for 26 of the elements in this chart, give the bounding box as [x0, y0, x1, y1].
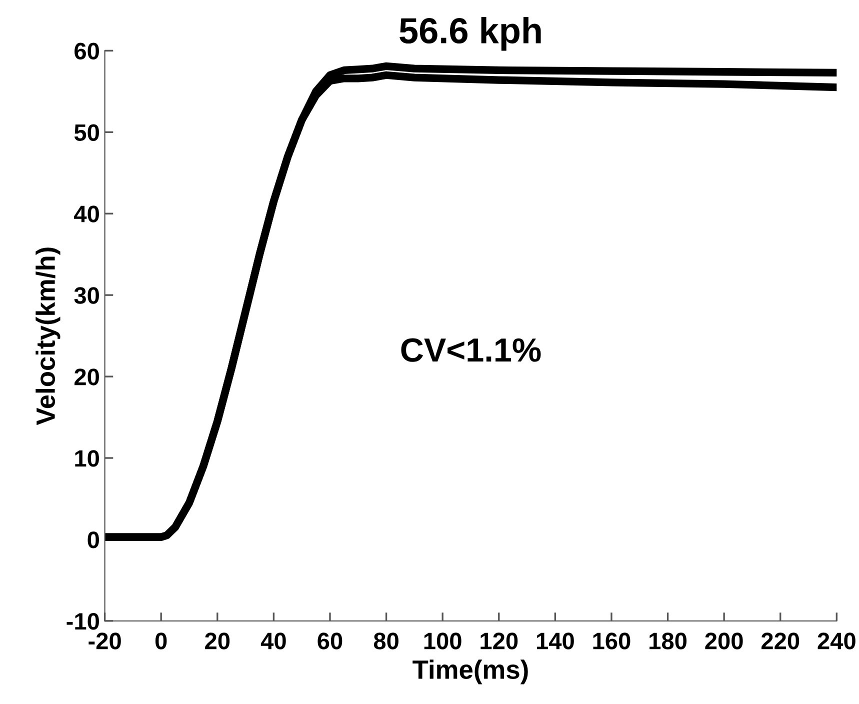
- x-tick-label: 40: [260, 632, 286, 650]
- x-tick-label: 160: [593, 632, 630, 650]
- y-tick-label: 10: [75, 450, 99, 467]
- annotation: CV<1.1%: [401, 338, 541, 362]
- x-tick-label: 120: [480, 632, 518, 650]
- x-tick-label: -20: [88, 632, 121, 650]
- x-tick-label: 140: [536, 632, 574, 650]
- y-tick-label: 60: [74, 42, 99, 60]
- x-tick-label: 60: [318, 632, 342, 650]
- y-tick-label: 40: [74, 206, 99, 222]
- x-tick-label: 180: [650, 632, 687, 650]
- y-tick-label: 20: [74, 368, 99, 386]
- y-axis-title: Velocity(km/h): [36, 248, 60, 426]
- x-tick-label: 220: [761, 632, 800, 650]
- y-tick-label: 30: [74, 287, 99, 304]
- x-tick-label: 240: [818, 632, 856, 650]
- x-tick-label: 80: [374, 632, 398, 650]
- x-tick-label: 200: [705, 632, 743, 650]
- y-tick-label: 50: [74, 124, 99, 141]
- x-axis-title: Time(ms): [412, 660, 528, 684]
- x-tick-label: 100: [424, 632, 462, 650]
- x-tick-label: 20: [205, 632, 230, 650]
- y-tick-label: 0: [88, 532, 99, 548]
- x-tick-label: 0: [155, 632, 167, 650]
- y-tick-label: -10: [66, 612, 99, 630]
- chart-title: 56.6 kph: [400, 17, 541, 51]
